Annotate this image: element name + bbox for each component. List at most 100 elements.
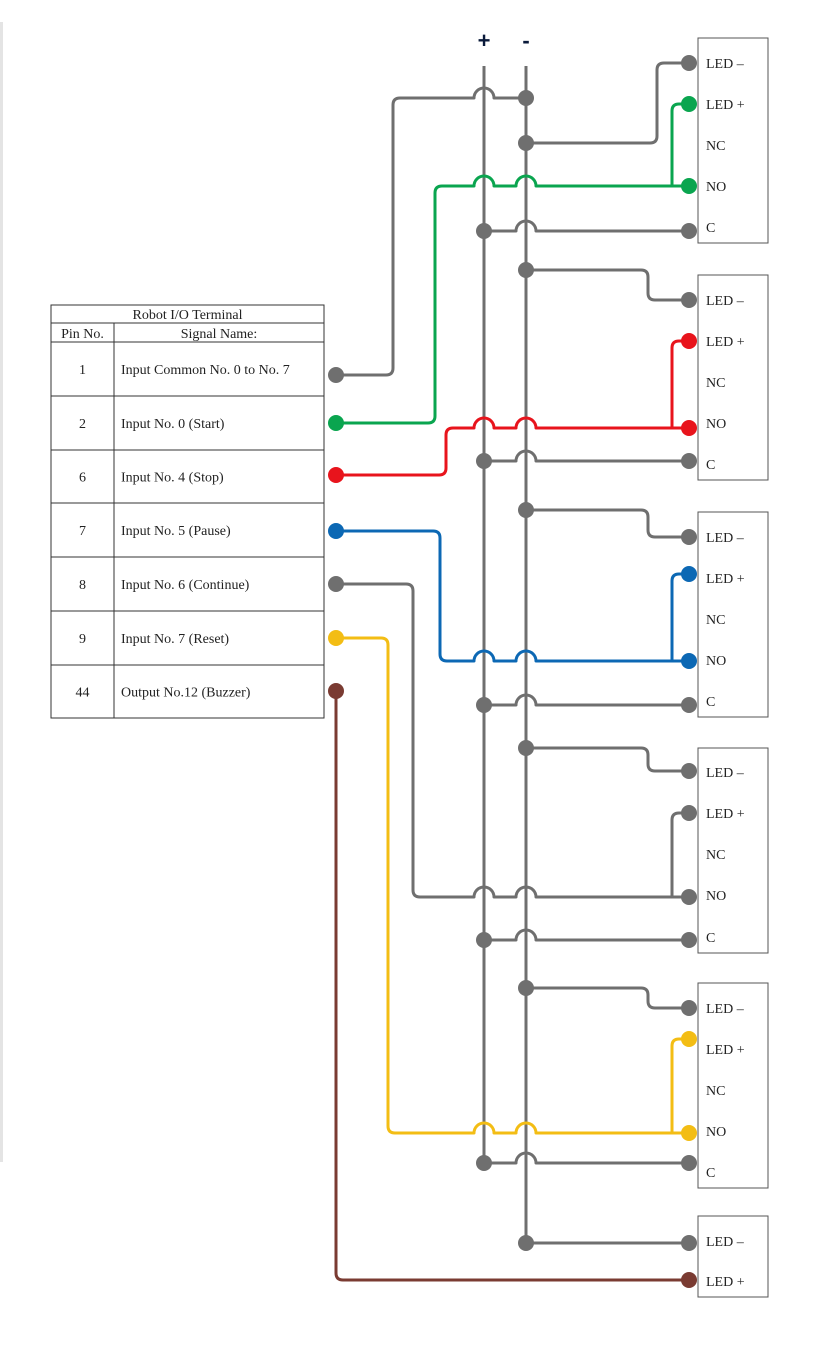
button-1-no-dot (681, 178, 697, 194)
wire-button-3-led-minus (524, 508, 691, 539)
button-4-pin-label: LED + (706, 807, 745, 822)
button-5-led-plus-dot (681, 1031, 697, 1047)
button-1-pin-label: NO (706, 180, 726, 195)
table-pin-number: 2 (79, 417, 86, 432)
table-frame (50, 304, 325, 719)
button-1-pin-label: LED + (706, 98, 745, 113)
wire-stop-hop (468, 416, 691, 430)
wire-button-2-led-minus (524, 268, 691, 302)
button-3-c-dot (681, 697, 697, 713)
wire-stop (334, 426, 472, 477)
button-4-pin-label: NC (706, 848, 725, 863)
table-pin-number: 9 (79, 632, 86, 647)
button-5-pin-label: LED – (706, 1002, 745, 1017)
table-pin-2-dot (328, 415, 344, 431)
button-5-pin-label: NO (706, 1125, 726, 1140)
table-signal-name: Output No.12 (Buzzer) (121, 686, 251, 701)
button-2-pin-label: NC (706, 376, 725, 391)
button-6-pin-label: LED – (706, 1235, 745, 1250)
wire-reset-hop (468, 1121, 691, 1135)
table-pin-number: 6 (79, 471, 86, 486)
table-signal-name: Input No. 5 (Pause) (121, 524, 231, 539)
wire-button-5-common (482, 1151, 691, 1165)
button-2-pin-label: C (706, 458, 715, 473)
button-2-block (697, 274, 769, 481)
minus-rail-label: - (522, 28, 529, 53)
button-3-pin-label: C (706, 695, 715, 710)
minus-rail-junction (518, 1235, 534, 1251)
wire-input-common (334, 86, 528, 377)
button-1-pin-label: LED – (706, 57, 745, 72)
button-3-pin-label: LED – (706, 531, 745, 546)
wire-button-4-common (482, 928, 691, 942)
button-3-pin-label: NO (706, 654, 726, 669)
button-2-c-dot (681, 453, 697, 469)
table-header-signal: Signal Name: (181, 327, 258, 342)
button-2-no-dot (681, 420, 697, 436)
button-2-pin-label: LED – (706, 294, 745, 309)
table-pin-7-dot (328, 523, 344, 539)
connection-dots (328, 55, 697, 1288)
button-3-no-dot (681, 653, 697, 669)
wire-button-4-led-minus (524, 746, 691, 773)
wire-stop-led-plus (670, 339, 691, 430)
button-4-pin-label: NO (706, 889, 726, 904)
button-5-block (697, 982, 769, 1189)
table-signal-name: Input No. 6 (Continue) (121, 578, 250, 593)
table-header-pin: Pin No. (61, 327, 104, 342)
plus-rail-junction (476, 453, 492, 469)
minus-rail-junction (518, 502, 534, 518)
button-4-block (697, 747, 769, 954)
button-3-led-minus-dot (681, 529, 697, 545)
wire-continue (334, 582, 472, 899)
button-4-pin-label: C (706, 931, 715, 946)
button-2-led-minus-dot (681, 292, 697, 308)
button-5-pin-label: C (706, 1166, 715, 1181)
robot-io-terminal-table: Robot I/O Terminal Pin No. Signal Name: 1 In… (50, 304, 325, 719)
button-4-led-minus-dot (681, 763, 697, 779)
wire-start-led-plus (670, 102, 691, 188)
button-1-pin-label: C (706, 221, 715, 236)
wire-pause-led-plus (670, 572, 691, 663)
minus-rail-junction (518, 740, 534, 756)
buzzer-led-minus-dot (681, 1235, 697, 1251)
button-4-c-dot (681, 932, 697, 948)
button-5-led-minus-dot (681, 1000, 697, 1016)
table-title: Robot I/O Terminal (133, 308, 243, 323)
minus-rail-junction (518, 135, 534, 151)
button-2-led-plus-dot (681, 333, 697, 349)
wire-reset (334, 636, 472, 1135)
table-signal-name: Input No. 0 (Start) (121, 417, 225, 432)
minus-rail-junction (518, 262, 534, 278)
button-5-c-dot (681, 1155, 697, 1171)
wire-pause-hop (468, 649, 691, 663)
buzzer-led-plus-dot (681, 1272, 697, 1288)
wire-buzzer (334, 689, 691, 1282)
power-rails: + - (478, 28, 530, 1243)
table-pin-1-dot (328, 367, 344, 383)
wire-button-2-common (482, 449, 691, 463)
button-3-led-plus-dot (681, 566, 697, 582)
wire-reset-led-plus (670, 1037, 691, 1135)
minus-rail-junction (518, 90, 534, 106)
button-6-pin-label: LED + (706, 1275, 745, 1290)
button-3-block (697, 511, 769, 718)
wire-continue-hop (468, 885, 691, 899)
button-5-pin-label: NC (706, 1084, 725, 1099)
button-4-pin-label: LED – (706, 766, 745, 781)
wire-button-5-led-minus (524, 986, 691, 1010)
button-4-no-dot (681, 889, 697, 905)
wire-pause (334, 529, 472, 663)
button-6-block (697, 1215, 769, 1298)
table-pin-8-dot (328, 576, 344, 592)
button-2-pin-label: NO (706, 417, 726, 432)
plus-rail-label: + (478, 28, 491, 53)
button-4-led-plus-dot (681, 805, 697, 821)
button-1-c-dot (681, 223, 697, 239)
minus-rail-junction (518, 980, 534, 996)
plus-rail-junction (476, 932, 492, 948)
table-pin-number: 8 (79, 578, 86, 593)
wire-button-1-common (482, 219, 691, 233)
table-pin-number: 44 (76, 686, 90, 701)
table-pin-9-dot (328, 630, 344, 646)
